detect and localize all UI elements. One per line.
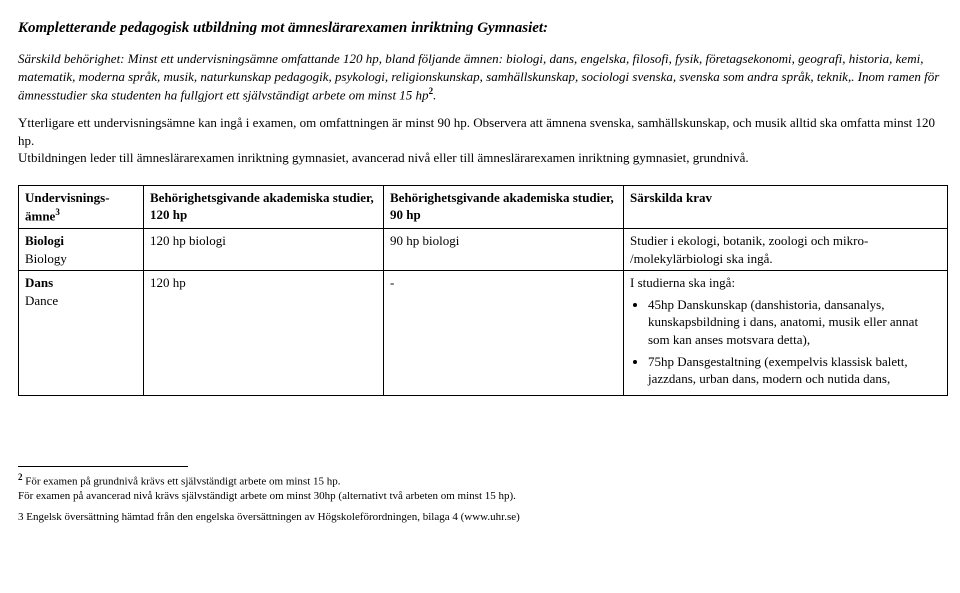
document-page: Kompletterande pedagogisk utbildning mot… <box>0 0 960 549</box>
header-subject-line2: ämne <box>25 209 55 224</box>
cell-subject: DansDance <box>19 271 144 395</box>
footnote-ref-3: 3 <box>55 207 60 217</box>
subject-en: Biology <box>25 250 137 268</box>
eligibility-text: Särskild behörighet: Minst ett undervisn… <box>18 51 939 102</box>
footnote-2-marker: 2 <box>18 472 23 482</box>
footnote-2b-text: För examen på avancerad nivå krävs själv… <box>18 490 516 502</box>
cell-requirements: Studier i ekologi, botanik, zoologi och … <box>624 229 948 271</box>
additional-info-paragraph: Ytterligare ett undervisningsämne kan in… <box>18 114 948 167</box>
eligibility-paragraph: Särskild behörighet: Minst ett undervisn… <box>18 50 948 104</box>
cell-subject: BiologiBiology <box>19 229 144 271</box>
degree-outcome-text: Utbildningen leder till ämneslärarexamen… <box>18 150 749 165</box>
footnote-rule <box>18 466 188 467</box>
additional-subject-text: Ytterligare ett undervisningsämne kan in… <box>18 115 935 148</box>
cell-120hp: 120 hp biologi <box>144 229 384 271</box>
footnote-3: 3 Engelsk översättning hämtad från den e… <box>18 510 948 525</box>
cell-120hp: 120 hp <box>144 271 384 395</box>
subject-en: Dance <box>25 292 137 310</box>
requirements-text: I studierna ska ingå: <box>630 274 941 292</box>
requirements-text: Studier i ekologi, botanik, zoologi och … <box>630 232 941 267</box>
footnotes-block: 2 För examen på grundnivå krävs ett själ… <box>18 466 948 525</box>
cell-requirements: I studierna ska ingå: 45hp Danskunskap (d… <box>624 271 948 395</box>
subject-sv: Dans <box>25 274 137 292</box>
footnote-2a-text: För examen på grundnivå krävs ett självs… <box>25 475 340 487</box>
eligibility-tail: . <box>433 88 436 103</box>
list-item: 75hp Dansgestaltning (exempelvis klassis… <box>648 353 941 388</box>
requirements-table: Undervisnings- ämne3 Behörighetsgivande … <box>18 185 948 396</box>
header-subject: Undervisnings- ämne3 <box>19 185 144 228</box>
subject-sv: Biologi <box>25 232 137 250</box>
page-title: Kompletterande pedagogisk utbildning mot… <box>18 18 948 38</box>
table-body: BiologiBiology120 hp biologi90 hp biolog… <box>19 229 948 395</box>
header-120hp: Behörighetsgivande akademiska studier, 1… <box>144 185 384 228</box>
cell-90hp: - <box>384 271 624 395</box>
header-subject-line1: Undervisnings- <box>25 190 110 205</box>
header-90hp: Behörighetsgivande akademiska studier, 9… <box>384 185 624 228</box>
table-row: BiologiBiology120 hp biologi90 hp biolog… <box>19 229 948 271</box>
header-requirements: Särskilda krav <box>624 185 948 228</box>
list-item: 45hp Danskunskap (danshistoria, dansanal… <box>648 296 941 349</box>
cell-90hp: 90 hp biologi <box>384 229 624 271</box>
footnote-2: 2 För examen på grundnivå krävs ett själ… <box>18 471 948 504</box>
requirements-list: 45hp Danskunskap (danshistoria, dansanal… <box>630 296 941 388</box>
table-row: DansDance120 hp-I studierna ska ingå:45h… <box>19 271 948 395</box>
table-header-row: Undervisnings- ämne3 Behörighetsgivande … <box>19 185 948 228</box>
